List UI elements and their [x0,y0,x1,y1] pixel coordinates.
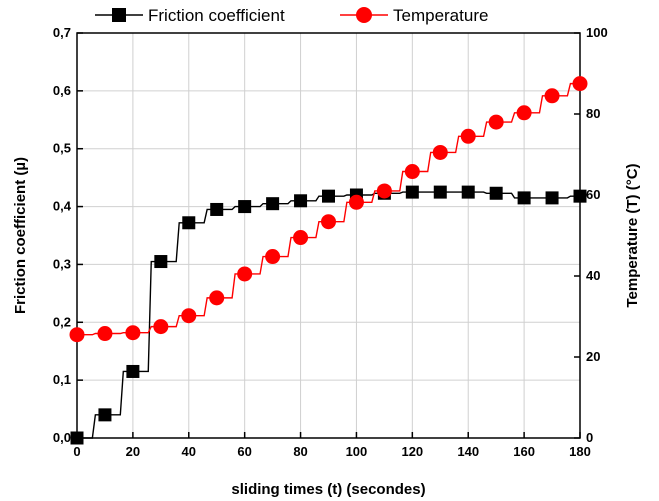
data-point [237,266,253,282]
data-point [69,327,85,343]
data-point [209,290,225,306]
data-point [488,114,504,130]
legend-item: Friction coefficient [95,6,285,25]
data-point [489,186,503,200]
data-point [572,76,588,92]
series-0 [70,185,587,445]
data-point [460,128,476,144]
legend-label: Friction coefficient [148,6,285,25]
data-point [126,364,140,378]
series-layer [69,76,588,445]
y2-tick-label: 80 [586,106,600,121]
data-point [98,408,112,422]
x-tick-label: 100 [346,444,368,459]
y-tick-label: 0,5 [53,141,71,156]
y2-tick-label: 0 [586,430,593,445]
data-point [238,200,252,214]
x-tick-label: 40 [182,444,196,459]
data-point [125,325,141,341]
grid-lines [76,32,581,439]
legend-marker [112,8,126,22]
y2-tick-label: 20 [586,349,600,364]
data-point [516,105,532,121]
data-point [544,88,560,104]
data-point [376,183,392,199]
axis-ticks: 0 20 40 60 80 100 120 140 160 180 0,0 0,1 0,2 0,3 0,4 0… [53,25,608,459]
data-point [294,194,308,208]
y-tick-label: 0,6 [53,83,71,98]
legend-label: Temperature [393,6,488,25]
data-point [432,144,448,160]
data-point [70,431,84,445]
x-tick-label: 160 [513,444,535,459]
data-point [322,189,335,203]
data-point [293,230,309,246]
legend: Friction coefficient Temperature [95,6,488,25]
y2-axis-title: Temperature (T) (°C) [624,163,641,307]
data-point [433,185,447,199]
plot-frame [76,32,581,439]
data-point [153,319,169,335]
data-point [404,164,420,180]
data-point [210,202,224,216]
x-tick-label: 80 [293,444,307,459]
data-point [266,197,280,211]
y-axis-title: Friction coefficient (µ) [12,157,29,314]
data-point [321,214,336,230]
data-point [545,191,559,205]
series-line [77,82,580,336]
y-tick-label: 0,1 [53,372,71,387]
y-tick-label: 0,2 [53,314,71,329]
data-point [461,185,475,199]
data-point [182,216,196,230]
series-1 [69,76,588,343]
y-tick-label: 0,3 [53,256,71,271]
x-tick-label: 0 [73,444,80,459]
x-tick-label: 20 [126,444,140,459]
data-point [97,326,113,342]
data-point [405,185,419,199]
y2-tick-label: 40 [586,268,600,283]
data-point [517,191,531,205]
x-axis-title: sliding times (t) (secondes) [231,481,425,498]
x-tick-label: 180 [569,444,591,459]
y-tick-label: 0,0 [53,430,71,445]
data-point [265,249,281,265]
y-tick-label: 0,7 [53,25,71,40]
data-point [348,194,364,210]
x-tick-label: 140 [457,444,479,459]
y2-tick-label: 60 [586,187,600,202]
legend-item: Temperature [340,6,488,25]
y-tick-label: 0,4 [53,199,72,214]
legend-marker [356,7,372,23]
data-point [154,255,168,269]
x-tick-label: 120 [401,444,423,459]
x-tick-label: 60 [237,444,251,459]
data-point [181,308,197,324]
y2-tick-label: 100 [586,25,608,40]
data-point [573,189,587,203]
